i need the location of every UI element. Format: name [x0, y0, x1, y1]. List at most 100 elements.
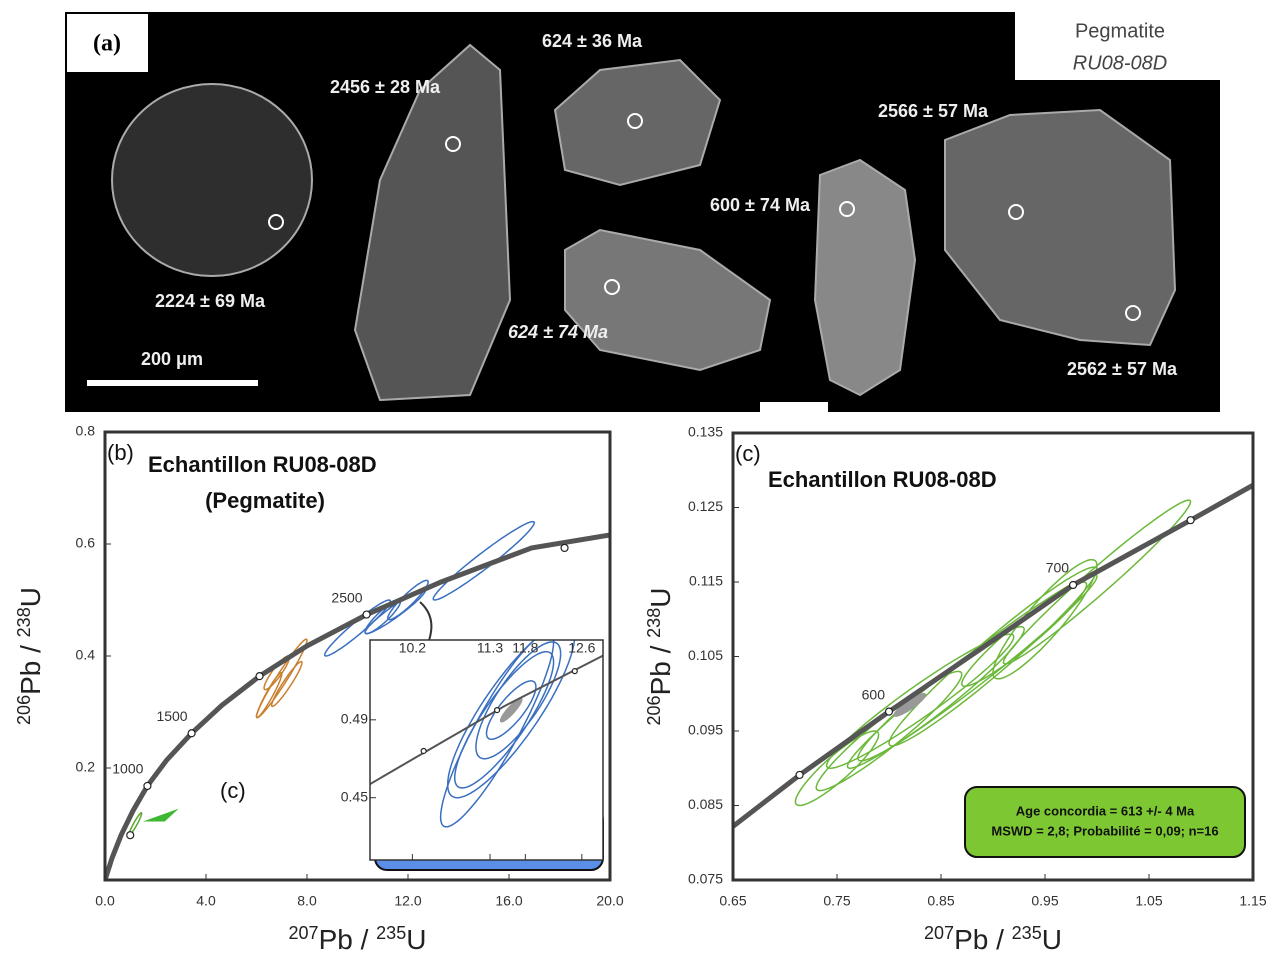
axis-label-part: U	[1042, 924, 1062, 955]
sample-id: RU08-08D	[1073, 52, 1167, 74]
x-tick-label: 0.65	[719, 893, 746, 909]
spot	[1008, 204, 1024, 220]
x-tick-label: 12.0	[394, 893, 421, 909]
age-marker	[560, 543, 569, 553]
x-tick-label: 11.8	[512, 640, 538, 656]
error-ellipse	[255, 672, 283, 719]
plot-area	[105, 520, 610, 880]
age-label: 624 ± 36 Ma	[542, 31, 643, 51]
chart: 10.2 11.3 11.8 12.6 0.45 0.49	[341, 639, 604, 861]
plot-area	[733, 483, 1253, 829]
axis-label-mass: 207	[924, 923, 954, 943]
age-marker	[1068, 580, 1078, 590]
annotation-line: Age concordia = 613 +/- 4 Ma	[1016, 803, 1195, 818]
axis-label-mass: 235	[376, 923, 406, 943]
axis-label-part: Pb /	[319, 924, 377, 955]
spots	[268, 113, 1141, 321]
age-marker	[143, 781, 152, 791]
axis-label-part: U	[645, 588, 676, 608]
panel-label: (b)	[107, 440, 134, 465]
error-ellipse	[992, 558, 1098, 680]
concordia-curve	[105, 532, 610, 880]
y-tick-label: 0.125	[688, 498, 723, 514]
frame	[369, 639, 604, 861]
callout-arrow	[139, 794, 216, 823]
x-tick-label: 0.95	[1031, 893, 1058, 909]
error-ellipse	[439, 640, 555, 828]
y-tick-label: 0.085	[688, 796, 723, 812]
concordia-curve	[733, 483, 1253, 829]
y-tick-label: 0.2	[76, 759, 96, 775]
ylabel: 206Pb / 238U	[644, 588, 677, 726]
x-tick-label: 1.05	[1135, 893, 1162, 909]
chart-title: Echantillon RU08-08D	[768, 467, 997, 492]
grain	[944, 108, 1177, 347]
age-marker-label: 2500	[331, 589, 362, 605]
y-tick-label: 0.075	[688, 871, 723, 887]
error-ellipse	[432, 520, 536, 601]
chart-subtitle: (Pegmatite)	[205, 488, 325, 513]
grain	[553, 58, 722, 187]
concordia-curve	[370, 654, 603, 785]
age-marker	[1186, 516, 1195, 525]
age-marker-label: 1500	[156, 708, 187, 724]
error-ellipse	[815, 670, 963, 792]
x-tick-label: 20.0	[596, 893, 623, 909]
axis-label-part: Pb /	[954, 924, 1012, 955]
x-tick-label: 12.6	[568, 640, 595, 656]
grain	[111, 83, 313, 277]
y-tick-label: 0.8	[76, 423, 96, 439]
error-ellipse	[893, 693, 927, 717]
panel-label: (c)	[735, 441, 761, 466]
age-marker	[255, 672, 264, 681]
age-marker	[884, 707, 894, 716]
age-marker	[795, 770, 804, 780]
panel-label-box	[67, 14, 148, 72]
x-tick-label: 11.3	[477, 640, 503, 656]
ylabel: 206Pb / 238U	[14, 587, 47, 725]
age-marker-label: 600	[862, 686, 886, 702]
y-tick-label: 0.4	[76, 647, 96, 663]
spot	[268, 214, 284, 230]
x-tick-label: 1.15	[1239, 893, 1266, 909]
age-marker-label: 700	[1046, 560, 1070, 576]
x-tick-label: 0.0	[95, 893, 115, 909]
callout-label: (c)	[220, 778, 246, 803]
label-tab	[1015, 12, 1225, 80]
spot	[445, 136, 461, 152]
error-ellipse	[475, 641, 562, 760]
y-tick-label: 0.6	[76, 535, 96, 551]
x-tick-label: 4.0	[196, 893, 216, 909]
axis-label-part: U	[15, 587, 46, 607]
error-ellipse	[846, 573, 1098, 769]
axis-label-part: Pb /	[15, 637, 46, 695]
axis-label-part: U	[406, 924, 426, 955]
grain	[353, 43, 512, 402]
age-marker-label: 1000	[112, 761, 143, 777]
age-label: 2224 ± 69 Ma	[155, 291, 266, 311]
axis-label-mass: 238	[644, 608, 664, 638]
grain	[564, 228, 772, 372]
inset-background	[370, 640, 603, 860]
axis-label-mass: 238	[14, 607, 34, 637]
age-marker	[362, 610, 371, 619]
plot-area	[370, 640, 603, 828]
age-marker	[571, 668, 578, 675]
spot	[604, 279, 620, 295]
age-marker	[126, 831, 135, 840]
grain	[813, 158, 917, 397]
y-tick-label: 0.105	[688, 647, 723, 663]
sample-type: Pegmatite	[1075, 20, 1165, 42]
x-tick-label: 0.75	[823, 893, 850, 909]
age-marker	[493, 706, 501, 714]
age-marker	[187, 729, 196, 738]
age-label: 600 ± 74 Ma	[710, 195, 811, 215]
x-tick-label: 16.0	[495, 893, 522, 909]
panel-label: (a)	[93, 31, 121, 57]
x-tick-label: 10.2	[399, 640, 426, 656]
y-tick-label: 0.45	[341, 788, 368, 804]
x-tick-label: 0.85	[927, 893, 954, 909]
xlabel: 207Pb / 235U	[924, 923, 1062, 956]
